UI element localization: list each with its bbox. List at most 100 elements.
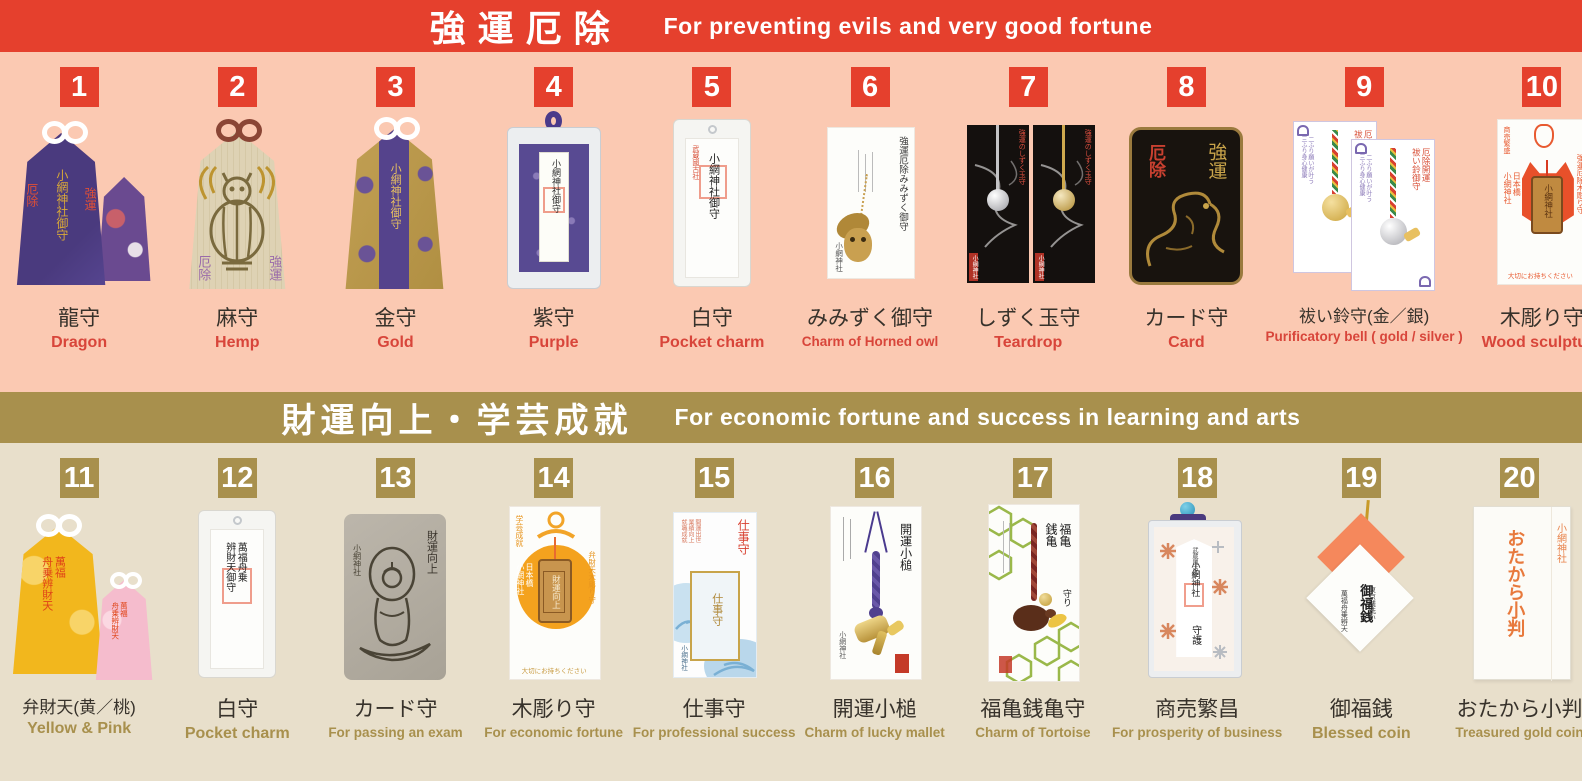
bell-corner-mark (1355, 143, 1368, 154)
item-2-name-jp: 麻守 (216, 307, 259, 330)
benzaiten-silhouette (536, 511, 575, 539)
item-6-number-badge: 6 (850, 67, 890, 107)
item-19-name-jp: 御福銭 (1329, 698, 1393, 721)
item-14-photo: 学芸成就 弁財天木彫り守 日本橋 小網神社 財運向上 大切にお持ちください (475, 500, 633, 685)
small-text-line (849, 519, 851, 559)
coin-right-small-text: 東京銭洗い (1368, 586, 1377, 621)
envelope-title: おたから小判 (1504, 529, 1526, 637)
handwriting-line (865, 154, 867, 192)
item-17-photo: 福亀 銭亀 守り (954, 500, 1112, 685)
item-3-photo: 小網神社御守 (316, 109, 474, 294)
item-17-name-en: Charm of Tortoise (975, 725, 1091, 740)
owl-charm (844, 228, 873, 262)
item-16: 16 開運小槌 小網神社 (796, 443, 954, 743)
item-12: 12 萬福舟乗 辨財天御守 白守 Pocket charm (158, 443, 316, 743)
pouch-right-text: 強運 (83, 187, 98, 211)
item-7: 7 強運のしずく玉守 小網神社 (949, 52, 1107, 352)
wooden-tag: 小網神社 (1530, 176, 1563, 234)
item-10-name-en: Wood sculpture (1481, 334, 1582, 351)
section2-items-row: 11 萬福 舟乗辨財天 萬福 舟乗辨財天 弁財天(黄／桃) Yellow & P… (0, 443, 1582, 743)
red-crest (1533, 124, 1554, 148)
tag-inner-border (542, 571, 565, 613)
item-12-photo: 萬福舟乗 辨財天御守 (158, 500, 316, 685)
item-4-name-jp: 紫守 (532, 307, 575, 330)
tag-text: 財運向上 (550, 575, 561, 609)
bell-corner-mark (1419, 276, 1432, 287)
blue-bead (1180, 502, 1196, 517)
pouch-text-small: 萬福 舟乗辨財天 (110, 602, 129, 640)
item-13-number-badge: 13 (375, 458, 415, 498)
coin-title: 御福銭 (1357, 584, 1373, 623)
red-cord (1545, 160, 1548, 176)
cord-left (863, 511, 876, 553)
shrine-name: 小網神社 (679, 645, 688, 671)
panel-text: 仕事守 (710, 593, 724, 626)
item-14-number-badge: 14 (534, 458, 574, 498)
work-card: 開運出世 業績向上 就職成就 仕事守 仕事守 小網神社 (673, 512, 758, 678)
white-knot (36, 514, 83, 537)
item-14: 14 学芸成就 弁財天木彫り守 日本橋 小網神社 (475, 443, 633, 743)
coin-left-small-text: 萬福舟乗辨天 (1340, 590, 1349, 632)
item-8-name-jp: カード守 (1144, 307, 1229, 330)
item-10-number-badge: 10 (1522, 67, 1562, 107)
item-9-number-badge: 9 (1344, 67, 1384, 107)
mallet-card: 開運小槌 小網神社 (829, 506, 922, 680)
teardrop-silver (987, 189, 1010, 211)
purple-band: 小網神社御守 (379, 129, 410, 289)
item-8-name-en: Card (1168, 334, 1205, 351)
pouch-left-text: 厄除 (195, 255, 211, 281)
purple-charm: 小網神社御守 (518, 144, 589, 272)
card-subtitle: 守り (1060, 589, 1071, 607)
gold-dragon (1146, 191, 1226, 267)
purple-clip (1170, 514, 1207, 524)
item-4-name-en: Purple (528, 334, 579, 351)
cord-right (875, 511, 888, 553)
pouch-right-text: 強運 (266, 255, 282, 281)
bell-corner-mark (1297, 125, 1310, 136)
white-knot-small (110, 572, 143, 589)
card-title: 強運厄除みみずく御守 (897, 136, 909, 231)
item-5-number-badge: 5 (692, 67, 732, 107)
item-13-name-en: For passing an exam (328, 725, 463, 740)
red-stamp (222, 568, 253, 604)
item-8-photo: 厄除 強運 (1107, 109, 1265, 294)
item-2-name-en: Hemp (215, 334, 260, 351)
item-18-photo: 武蔵國古社 小網神社 守護 (1118, 500, 1276, 685)
braided-strap (871, 551, 880, 609)
item-7-name-jp: しずく玉守 (975, 307, 1081, 330)
charm-top-small-text: 武蔵國古社 (691, 145, 700, 180)
section2-body: 11 萬福 舟乗辨財天 萬福 舟乗辨財天 弁財天(黄／桃) Yellow & P… (0, 443, 1582, 781)
silver-bell (1380, 218, 1408, 245)
item-12-number-badge: 12 (217, 458, 257, 498)
item-10-name-jp: 木彫り守 (1499, 307, 1582, 330)
item-9-name-en: Purificatory bell ( gold / silver ) (1265, 329, 1463, 344)
item-2-number-badge: 2 (217, 67, 257, 107)
item-5: 5 武蔵國古社 小網神社御守 白守 Pocket charm (633, 52, 791, 352)
white-label: 武蔵國古社 小網神社 守護 (1176, 539, 1213, 657)
item-2: 2 厄除 強運 (158, 52, 316, 352)
item-3-name-jp: 金守 (374, 307, 417, 330)
pink-pouch: 萬福 舟乗辨財天 (95, 580, 153, 680)
item-19: 19 東京銭洗い 御福銭 萬福舟乗辨天 御福銭 Blessed coin (1282, 443, 1440, 743)
shrine-tag: 小網神社 (969, 253, 979, 281)
bell-card-silver: 厄除開運 祓い鈴御守 二ふり願いが叶う 三ふり身心健康 (1351, 139, 1436, 291)
gold-strap (1062, 125, 1066, 191)
charm-text: 小網神社御守 (707, 153, 721, 219)
card-left-top-text: 学芸成就 (514, 515, 524, 547)
label-bottom-text: 守護 (1189, 625, 1201, 645)
item-18-number-badge: 18 (1177, 458, 1217, 498)
black-card-silver: 強運のしずく玉守 小網神社 (967, 125, 1030, 283)
item-7-number-badge: 7 (1008, 67, 1048, 107)
floral-pattern (1160, 541, 1229, 659)
striped-strap (1332, 130, 1339, 194)
item-3-number-badge: 3 (375, 67, 415, 107)
item-4: 4 小網神社御守 紫守 Purple (475, 52, 633, 352)
item-16-number-badge: 16 (855, 458, 895, 498)
mallet-head (852, 613, 892, 645)
small-text-line (842, 517, 844, 561)
pouch-text: 萬福 舟乗辨財天 (40, 556, 67, 611)
card-top-left-text: 商売繁盛 (1502, 126, 1511, 154)
label-top-text: 武蔵國古社 (1190, 547, 1198, 577)
white-knot (374, 117, 421, 140)
tortoise-card: 福亀 銭亀 守り (987, 504, 1080, 682)
